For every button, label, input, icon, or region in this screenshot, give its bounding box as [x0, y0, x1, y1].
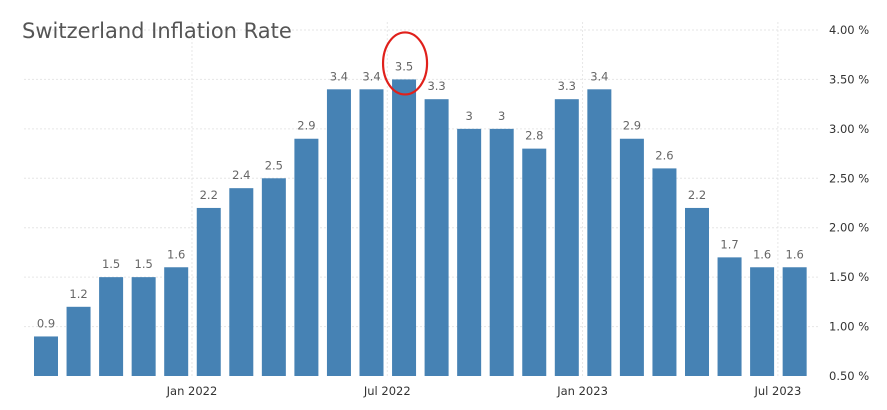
y-tick-label: 1.50 % — [829, 270, 869, 284]
y-tick-label: 3.50 % — [829, 72, 869, 86]
bar — [66, 306, 91, 376]
bar — [34, 336, 58, 376]
bar — [489, 128, 514, 376]
bar — [619, 138, 644, 376]
bar — [685, 207, 709, 376]
data-label: 3.3 — [558, 79, 576, 93]
bar — [294, 138, 319, 376]
data-label: 0.9 — [37, 316, 55, 330]
bars — [34, 79, 807, 377]
data-label: 3.4 — [590, 69, 608, 83]
data-label: 3.3 — [427, 79, 445, 93]
data-label: 3.5 — [395, 59, 413, 73]
data-label: 2.2 — [200, 188, 218, 202]
data-label: 3 — [498, 109, 505, 123]
data-label: 3 — [465, 109, 472, 123]
bar — [554, 99, 579, 376]
highlight-circle — [381, 31, 429, 96]
data-label: 3.4 — [330, 69, 348, 83]
bar — [782, 267, 807, 376]
bar — [750, 267, 775, 376]
bar — [587, 89, 612, 377]
bar — [164, 267, 189, 376]
bar — [392, 79, 417, 376]
data-label: 2.2 — [688, 188, 706, 202]
y-tick-label: 4.00 % — [829, 23, 869, 37]
y-tick-label: 1.00 % — [829, 320, 869, 334]
x-axis: Jan 2022 Jul 2022 Jan 2023 Jul 2023 — [166, 384, 802, 398]
bar — [131, 277, 156, 376]
data-labels: 0.9 1.2 1.5 1.5 1.6 2.2 2.4 2.5 2.9 3.4 3.4 3.5 3.3 3… — [37, 59, 804, 330]
y-tick-label: 0.50 % — [829, 369, 869, 383]
data-label: 2.8 — [525, 129, 543, 143]
data-label: 2.9 — [297, 119, 315, 133]
x-tick-label: Jul 2023 — [753, 384, 801, 398]
data-label: 1.5 — [102, 257, 120, 271]
grid-lines — [24, 22, 818, 376]
data-label: 2.9 — [623, 119, 641, 133]
data-label: 1.6 — [786, 247, 804, 261]
bar — [457, 128, 482, 376]
y-tick-label: 2.00 % — [829, 221, 869, 235]
data-label: 1.2 — [69, 287, 87, 301]
bar — [522, 148, 547, 376]
data-label: 3.4 — [362, 69, 380, 83]
y-axis: 4.00 % 3.50 % 3.00 % 2.50 % 2.00 % 1.50 % 1.00… — [829, 23, 869, 383]
data-label: 1.7 — [720, 237, 738, 251]
bar — [424, 99, 449, 376]
data-label: 1.5 — [135, 257, 153, 271]
data-label: 2.5 — [265, 158, 283, 172]
y-tick-label: 2.50 % — [829, 171, 869, 185]
data-label: 2.6 — [655, 148, 673, 162]
chart-title: Switzerland Inflation Rate — [22, 19, 292, 43]
data-label: 1.6 — [753, 247, 771, 261]
bar — [196, 207, 221, 376]
bar — [99, 277, 124, 376]
x-tick-label: Jan 2023 — [556, 384, 608, 398]
bar — [229, 188, 254, 376]
bar — [261, 178, 286, 376]
y-tick-label: 3.00 % — [829, 122, 869, 136]
x-tick-label: Jan 2022 — [166, 384, 218, 398]
bar — [652, 168, 677, 376]
data-label: 1.6 — [167, 247, 185, 261]
bar — [326, 89, 351, 377]
bar — [359, 89, 384, 377]
bar — [717, 257, 742, 376]
highlight-marker — [381, 31, 429, 96]
data-label: 2.4 — [232, 168, 250, 182]
x-tick-label: Jul 2022 — [363, 384, 411, 398]
